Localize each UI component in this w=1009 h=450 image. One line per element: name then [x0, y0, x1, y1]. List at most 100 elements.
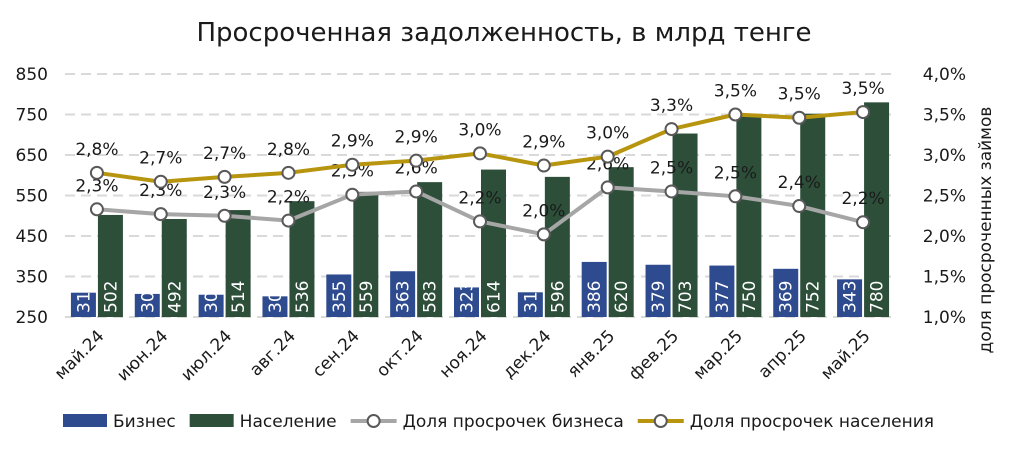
bar-value-label: 559	[357, 281, 377, 313]
bar-value-label: 310	[74, 281, 94, 313]
bar-business	[773, 268, 799, 317]
bar-population	[161, 218, 187, 317]
x-tick-label: сен.24	[309, 326, 364, 381]
bar-value-label: 343	[841, 281, 861, 313]
legend-swatch-business	[63, 414, 107, 427]
legend: Бизнес Население Доля просрочек бизнеса Дол…	[63, 412, 934, 432]
point-label-population-share: 2,7%	[203, 144, 246, 164]
y-tick-label: 850	[16, 65, 48, 85]
point-business-share	[89, 202, 104, 217]
bar-value-label: 780	[868, 281, 888, 313]
y-tick-label: 650	[16, 146, 48, 166]
bar-business	[390, 271, 416, 317]
bar-value-label: 363	[394, 281, 414, 313]
point-label-population-share: 3,5%	[714, 82, 757, 102]
bar-population	[481, 169, 506, 317]
x-tick-label: май.24	[51, 326, 109, 384]
point-label-population-share: 3,3%	[650, 96, 693, 116]
bar-value-label: 514	[229, 281, 249, 313]
x-tick-label: мар.25	[690, 326, 747, 383]
legend-label-population: Население	[240, 412, 337, 432]
x-tick-label: июл.24	[177, 326, 236, 385]
point-population-share	[281, 165, 296, 180]
point-business-share	[153, 207, 168, 222]
bar-population	[225, 210, 251, 317]
bar-value-label: 386	[585, 281, 605, 313]
point-population-share	[153, 174, 168, 189]
y-tick-label: 750	[16, 106, 48, 126]
x-tick-label: авг.24	[246, 326, 300, 380]
legend-marker-business-share	[366, 414, 381, 428]
bar-population	[544, 176, 570, 317]
bar-business	[454, 287, 479, 317]
lines: 2,3%2,3%2,3%2,2%2,5%2,6%2,2%2,0%2,6%2,5%…	[75, 79, 885, 242]
point-population-share	[89, 165, 104, 180]
point-business-share	[409, 184, 424, 199]
point-label-business-share: 2,6%	[395, 158, 438, 178]
legend-label-business: Бизнес	[113, 412, 176, 432]
bar-population	[864, 102, 890, 317]
x-tick-label: дек.24	[499, 326, 555, 382]
point-business-share	[600, 180, 615, 195]
bar-business	[326, 274, 352, 317]
point-business-share	[728, 189, 743, 204]
bar-value-label: 502	[101, 281, 121, 313]
legend-label-population-share: Доля просрочек населения	[690, 412, 934, 432]
bar-value-label: 305	[202, 281, 222, 313]
point-population-share	[536, 158, 551, 173]
y-axis-right: 1,0% 1,5% 2,0% 2,5% 3,0% 3,5% 4,0%	[923, 65, 966, 328]
y2-tick-label: 1,5%	[923, 268, 966, 288]
bar-value-label: 596	[548, 281, 568, 313]
point-label-business-share: 2,5%	[650, 158, 693, 178]
point-label-business-share: 2,2%	[841, 189, 884, 209]
point-label-business-share: 2,2%	[267, 188, 310, 208]
bar-value-label: 369	[777, 281, 797, 313]
point-business-share	[664, 184, 679, 199]
point-label-business-share: 2,4%	[778, 173, 821, 193]
point-label-business-share: 2,3%	[75, 176, 118, 196]
point-business-share	[473, 214, 487, 229]
point-population-share	[792, 110, 807, 125]
point-label-population-share: 3,0%	[586, 124, 629, 144]
point-business-share	[536, 227, 551, 242]
bar-value-label: 323	[458, 281, 478, 313]
bar-population	[97, 214, 123, 317]
point-population-share	[345, 157, 360, 172]
bar-population	[800, 113, 826, 317]
point-population-share	[409, 153, 424, 168]
bar-business	[262, 296, 288, 317]
bar-population	[608, 167, 634, 317]
legend-marker-population-share	[653, 414, 668, 428]
bar-value-label: 307	[138, 281, 158, 313]
y-axis-left: 250 350 450 550 650 750 850	[16, 65, 48, 328]
point-population-share	[664, 122, 679, 137]
bar-value-label: 750	[740, 281, 760, 313]
y2-tick-label: 4,0%	[923, 65, 966, 85]
point-label-business-share: 2,5%	[714, 163, 757, 183]
y2-tick-label: 2,5%	[923, 187, 966, 207]
bar-value-label: 620	[612, 281, 632, 313]
bar-value-label: 377	[713, 281, 733, 313]
legend-swatch-population	[189, 414, 234, 427]
bar-value-label: 752	[804, 281, 824, 313]
point-population-share	[217, 169, 232, 184]
point-label-population-share: 3,0%	[458, 120, 501, 140]
y2-tick-label: 3,5%	[923, 106, 966, 126]
bar-business	[517, 292, 543, 317]
y-tick-label: 550	[16, 187, 48, 207]
point-label-population-share: 2,9%	[522, 133, 565, 153]
x-tick-label: фев.25	[625, 326, 683, 384]
x-tick-label: ноя.24	[436, 326, 492, 382]
x-tick-label: май.25	[817, 326, 875, 384]
bar-value-label: 614	[485, 281, 505, 313]
bar-value-label: 703	[676, 281, 696, 313]
bar-value-label: 492	[165, 281, 185, 313]
point-label-business-share: 2,0%	[522, 201, 565, 221]
point-business-share	[345, 187, 360, 202]
bar-value-label: 301	[266, 281, 286, 313]
point-population-share	[600, 149, 615, 164]
y2-tick-label: 1,0%	[923, 308, 966, 328]
bar-business	[709, 265, 735, 317]
bar-value-label: 355	[330, 281, 350, 313]
